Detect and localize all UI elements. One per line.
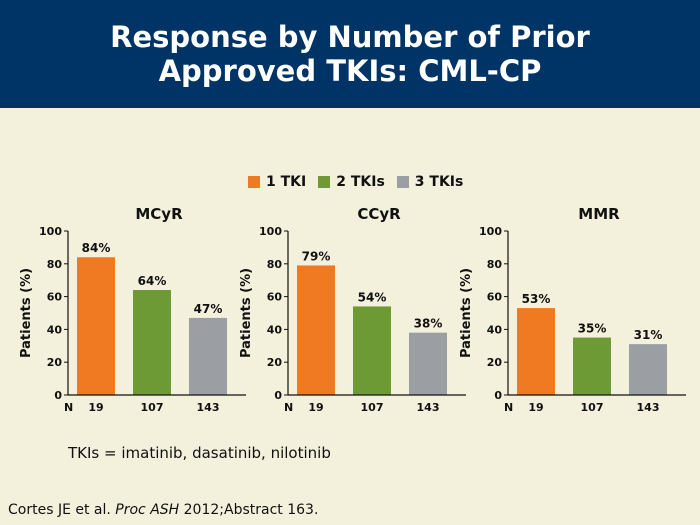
legend-item-3-tkis: 3 TKIs xyxy=(396,174,464,190)
slide-header: Response by Number of Prior Approved TKI… xyxy=(0,0,700,108)
ccyr-y-tick-label-60: 60 xyxy=(267,291,283,304)
mmr-data-label-1: 53% xyxy=(522,292,551,306)
tki-definition-note: TKIs = imatinib, dasatinib, nilotinib xyxy=(68,444,331,462)
bar-charts: MCyR Patients (%) 84% 19 64% 107 47% 143 0 20 40 60… xyxy=(19,205,686,414)
legend-item-1-tki: 1 TKI xyxy=(248,174,306,190)
legend-label-3-tkis: 3 TKIs xyxy=(414,174,464,190)
ccyr-y-tick-label-100: 100 xyxy=(259,225,282,238)
mcyr-data-label-1: 84% xyxy=(82,241,111,255)
mmr-data-label-3: 31% xyxy=(634,328,663,342)
ccyr-y-tick-label-40: 40 xyxy=(267,323,283,336)
mmr-y-tick-label-20: 20 xyxy=(487,356,503,369)
mcyr-y-axis-label: Patients (%) xyxy=(19,268,34,358)
mmr-y-axis-label: Patients (%) xyxy=(459,268,474,358)
mcyr-n-value-2: 107 xyxy=(141,401,164,414)
ccyr-y-tick-label-80: 80 xyxy=(267,258,283,271)
mcyr-y-tick-label-40: 40 xyxy=(47,323,63,336)
ccyr-n-value-2: 107 xyxy=(361,401,384,414)
mcyr-bar-1 xyxy=(77,257,115,395)
citation-details: 2012;Abstract 163. xyxy=(179,502,319,518)
ccyr-n-value-1: 19 xyxy=(308,401,323,414)
mmr-n-value-1: 19 xyxy=(528,401,543,414)
mcyr-n-value-1: 19 xyxy=(88,401,103,414)
chart-legend: 1 TKI 2 TKIs 3 TKIs xyxy=(248,172,475,192)
mcyr-y-tick-label-100: 100 xyxy=(39,225,62,238)
mcyr-chart-title: MCyR xyxy=(135,205,183,223)
mcyr-y-tick-label-60: 60 xyxy=(47,291,63,304)
ccyr-n-value-3: 143 xyxy=(417,401,440,414)
mmr-bar-3 xyxy=(629,344,667,395)
mmr-y-tick-label-60: 60 xyxy=(487,291,503,304)
mmr-n-label: N xyxy=(504,401,513,414)
ccyr-bar-3 xyxy=(409,332,447,395)
mmr-y-tick-label-80: 80 xyxy=(487,258,503,271)
mmr-bar-2 xyxy=(573,337,611,395)
legend-swatch-3-tkis xyxy=(396,176,409,188)
ccyr-y-tick-label-0: 0 xyxy=(274,389,282,402)
mmr-bar-1 xyxy=(517,308,555,395)
mcyr-y-tick-label-20: 20 xyxy=(47,356,63,369)
ccyr-chart-title: CCyR xyxy=(357,205,401,223)
mmr-data-label-2: 35% xyxy=(578,322,607,336)
ccyr-n-label: N xyxy=(284,401,293,414)
mcyr-data-label-3: 47% xyxy=(194,302,223,316)
ccyr-data-label-2: 54% xyxy=(358,290,387,304)
ccyr-y-axis-label: Patients (%) xyxy=(239,268,254,358)
legend-item-2-tkis: 2 TKIs xyxy=(318,174,385,190)
mmr-y-tick-label-40: 40 xyxy=(487,323,503,336)
mcyr-bar-3 xyxy=(189,317,227,395)
slide-title: Response by Number of Prior Approved TKI… xyxy=(110,20,590,88)
mmr-y-tick-label-100: 100 xyxy=(479,225,502,238)
legend-label-1-tki: 1 TKI xyxy=(266,174,307,190)
mmr-n-value-2: 107 xyxy=(581,401,604,414)
mcyr-y-tick-label-0: 0 xyxy=(54,389,62,402)
mcyr-n-value-3: 143 xyxy=(197,401,220,414)
citation-authors: Cortes JE et al. xyxy=(8,502,116,518)
mcyr-y-tick-label-80: 80 xyxy=(47,258,63,271)
ccyr-bar-2 xyxy=(353,306,391,395)
legend-label-2-tkis: 2 TKIs xyxy=(336,174,385,190)
citation-journal: Proc ASH xyxy=(115,502,180,518)
mcyr-data-label-2: 64% xyxy=(138,274,167,288)
ccyr-data-label-1: 79% xyxy=(302,249,331,263)
slide-title-line-1: Response by Number of Prior xyxy=(110,20,590,54)
mcyr-bar-2 xyxy=(133,290,171,395)
citation: Cortes JE et al. Proc ASH 2012;Abstract … xyxy=(8,502,318,518)
slide-title-line-2: Approved TKIs: CML-CP xyxy=(158,54,542,88)
mmr-n-value-3: 143 xyxy=(637,401,660,414)
legend-swatch-1-tki xyxy=(248,176,260,188)
ccyr-data-label-3: 38% xyxy=(414,317,443,331)
mmr-y-tick-label-0: 0 xyxy=(494,389,502,402)
mcyr-n-label: N xyxy=(64,401,73,414)
legend-swatch-2-tkis xyxy=(318,176,331,188)
ccyr-y-tick-label-20: 20 xyxy=(267,356,283,369)
mmr-chart-title: MMR xyxy=(578,205,620,223)
ccyr-bar-1 xyxy=(297,265,335,395)
